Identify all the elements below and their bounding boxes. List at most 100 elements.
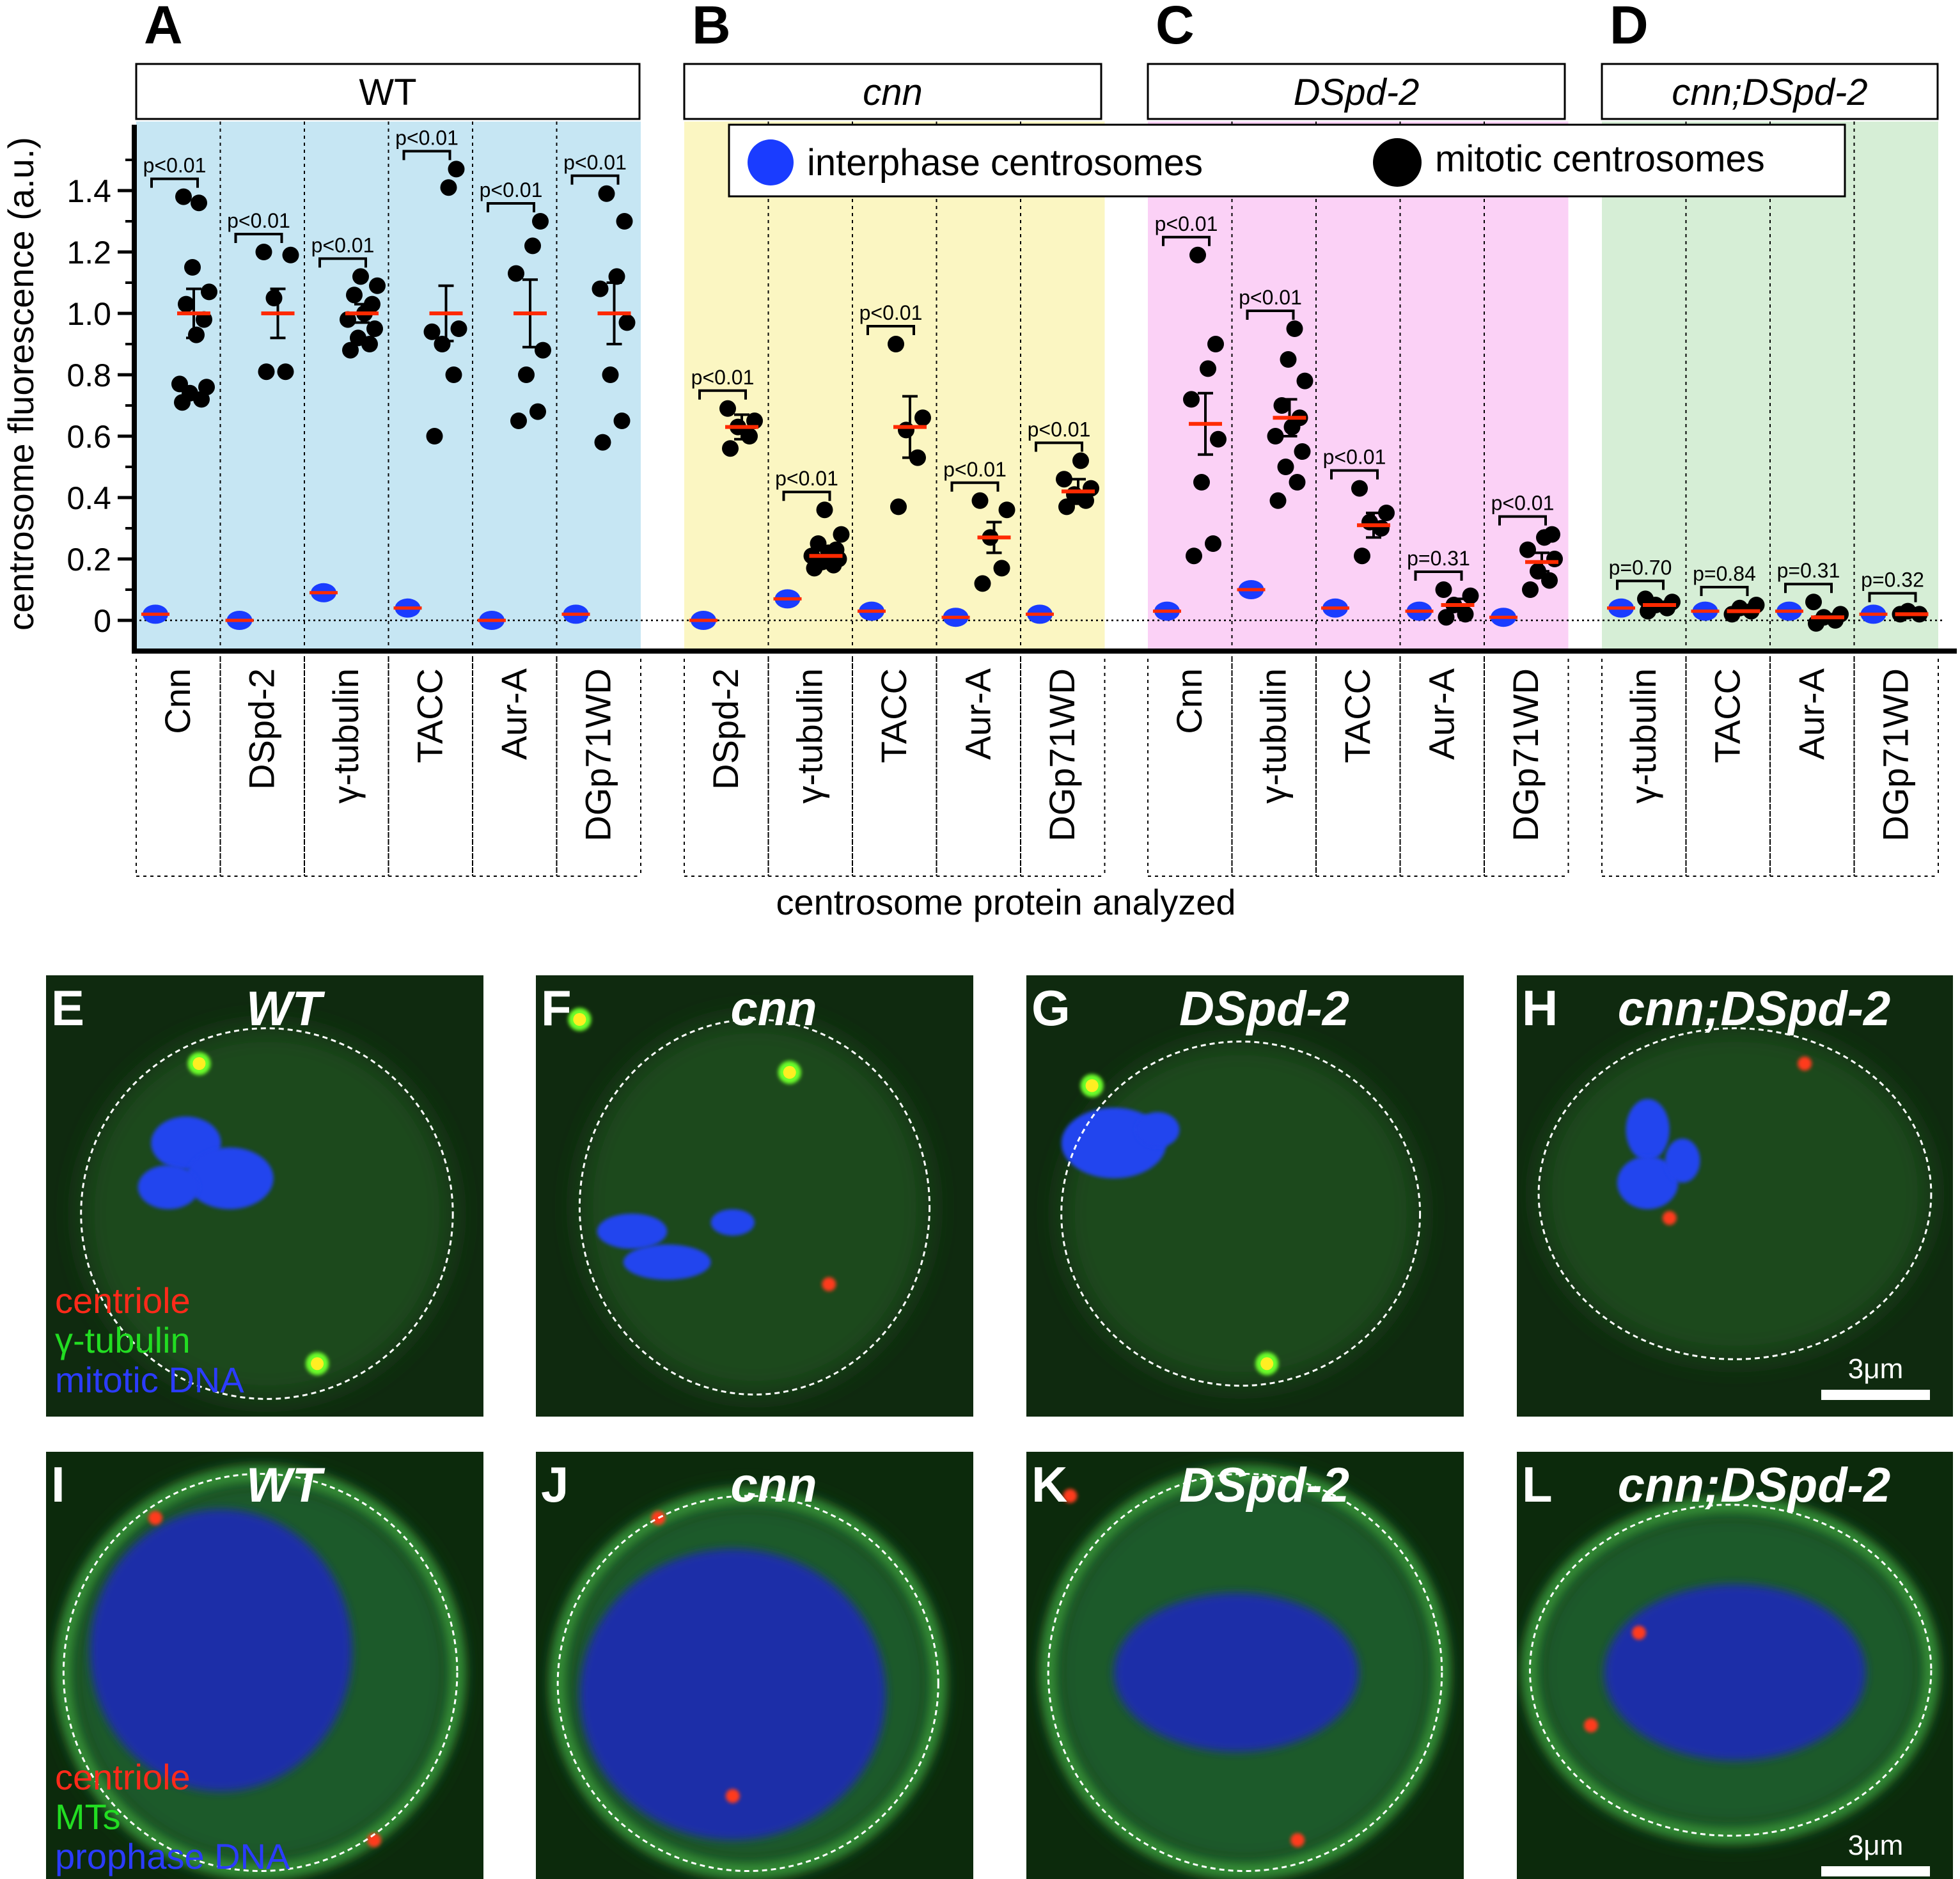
mitotic-point: [719, 400, 736, 417]
legend-swatch-interphase: [748, 139, 794, 185]
legend: interphase centrosomes mitotic centrosome…: [728, 123, 1846, 198]
mitotic-point: [598, 185, 615, 202]
panel-title: cnn;DSpd-2: [1618, 982, 1890, 1036]
mitotic-point: [184, 259, 201, 276]
panel-background-d: [1602, 122, 1938, 649]
mitotic-point: [524, 237, 541, 255]
y-tick-label: 1.2: [67, 235, 111, 271]
mitotic-point: [1193, 474, 1210, 491]
panel-background-a: [136, 122, 641, 649]
mitotic-point: [827, 541, 845, 558]
mitotic-point: [346, 287, 363, 304]
panel-letter-d: D: [1610, 0, 1649, 55]
mitotic-point: [255, 244, 272, 260]
scale-bar: [1821, 1390, 1930, 1400]
mitotic-point: [510, 413, 527, 429]
micrograph-image: [1026, 975, 1464, 1417]
mitotic-point: [1273, 397, 1290, 414]
significance-bracket: [1035, 441, 1083, 452]
dna-signal: [185, 1147, 274, 1209]
cell-outline: [80, 1027, 454, 1400]
channel-label: prophase DNA: [55, 1836, 290, 1876]
dna-signal: [137, 1165, 200, 1209]
p-value-label: p<0.01: [859, 301, 923, 324]
significance-bracket: [1162, 235, 1211, 246]
significance-bracket: [1498, 515, 1547, 526]
cell-outline: [1537, 1027, 1933, 1360]
mitotic-point: [608, 268, 625, 285]
significance-bracket: [950, 481, 1000, 492]
significance-bracket: [318, 257, 367, 268]
y-tick-label: 1.0: [67, 296, 111, 332]
centriole-spot: [311, 1357, 324, 1371]
mitotic-point: [594, 434, 611, 451]
centriole-spot: [192, 1057, 206, 1070]
panel-background-b: [684, 122, 1105, 649]
panel-letter-g: G: [1031, 980, 1070, 1036]
mitotic-point: [198, 379, 215, 396]
mitotic-point: [1519, 541, 1536, 558]
legend-label-mitotic: mitotic centrosomes: [1435, 138, 1765, 180]
mitotic-point: [1544, 526, 1560, 543]
p-value-label: p<0.01: [1028, 418, 1091, 441]
panel-letter-i: I: [51, 1456, 65, 1513]
mitotic-point: [1286, 320, 1303, 337]
mitotic-point: [258, 363, 275, 381]
panel-title: DSpd-2: [1179, 1458, 1349, 1513]
panel-letter-c: C: [1156, 0, 1195, 55]
centriole-spot: [573, 1013, 586, 1026]
mitotic-point: [508, 265, 524, 282]
tick-label-dgp71wd: DGp71WD: [1042, 668, 1082, 842]
significance-bracket: [1330, 469, 1379, 480]
p-value-label: p<0.01: [1155, 212, 1218, 235]
centriole-spot: [1085, 1079, 1099, 1092]
p-value-label: p<0.01: [1239, 286, 1302, 309]
y-tick-label: 0.2: [67, 542, 111, 578]
mitotic-point: [1522, 581, 1539, 598]
p-value-label: p<0.01: [1323, 446, 1386, 469]
panel-title: WT: [246, 982, 325, 1036]
mitotic-point: [722, 440, 739, 457]
p-value-label: p<0.01: [143, 154, 207, 177]
y-tick-label: 0.6: [67, 419, 111, 455]
scale-bar: [1821, 1866, 1930, 1876]
panel-letter-l: L: [1522, 1456, 1553, 1513]
genotype-header-box: [1601, 63, 1939, 120]
micrograph-image: [536, 1452, 973, 1879]
dna-signal: [1136, 1112, 1180, 1148]
cell-outline: [1060, 1041, 1422, 1387]
tick-label-aur-a: Aur-A: [494, 668, 534, 760]
panel-letter-e: E: [51, 980, 84, 1036]
panel-title: cnn;DSpd-2: [1618, 1458, 1890, 1513]
mitotic-point: [265, 290, 283, 306]
mitotic-point: [974, 575, 991, 592]
significance-bracket: [1784, 583, 1833, 594]
mitotic-point: [1354, 547, 1370, 565]
y-tick-label: 0: [93, 603, 111, 639]
tick-label-tubulin: γ-tubulin: [1623, 668, 1663, 804]
mitotic-point: [1361, 514, 1378, 531]
micrograph-image: [1026, 1452, 1464, 1879]
mitotic-point: [423, 323, 441, 340]
tick-label-tacc: TACC: [1337, 668, 1377, 763]
mitotic-point: [201, 283, 217, 301]
panel-title: cnn: [730, 1458, 817, 1513]
mitotic-point: [532, 213, 549, 230]
micrograph-image: [1517, 1452, 1953, 1879]
mitotic-point: [364, 295, 380, 313]
mitotic-point: [1541, 572, 1558, 589]
legend-swatch-mitotic: [1373, 138, 1422, 187]
p-value-label: p=0.32: [1861, 569, 1924, 592]
centriole-spot: [1798, 1057, 1812, 1071]
genotype-header-box: [683, 63, 1102, 120]
mitotic-point: [366, 320, 383, 337]
mitotic-point: [1378, 505, 1395, 521]
mitotic-point: [1267, 428, 1284, 444]
mitotic-point: [277, 363, 294, 381]
cell-outline: [556, 1495, 939, 1872]
p-value-label: p<0.01: [943, 458, 1007, 481]
tick-label-dspd-2: DSpd-2: [241, 668, 281, 790]
genotype-header: cnn: [863, 72, 923, 113]
dna-signal: [597, 1213, 668, 1249]
